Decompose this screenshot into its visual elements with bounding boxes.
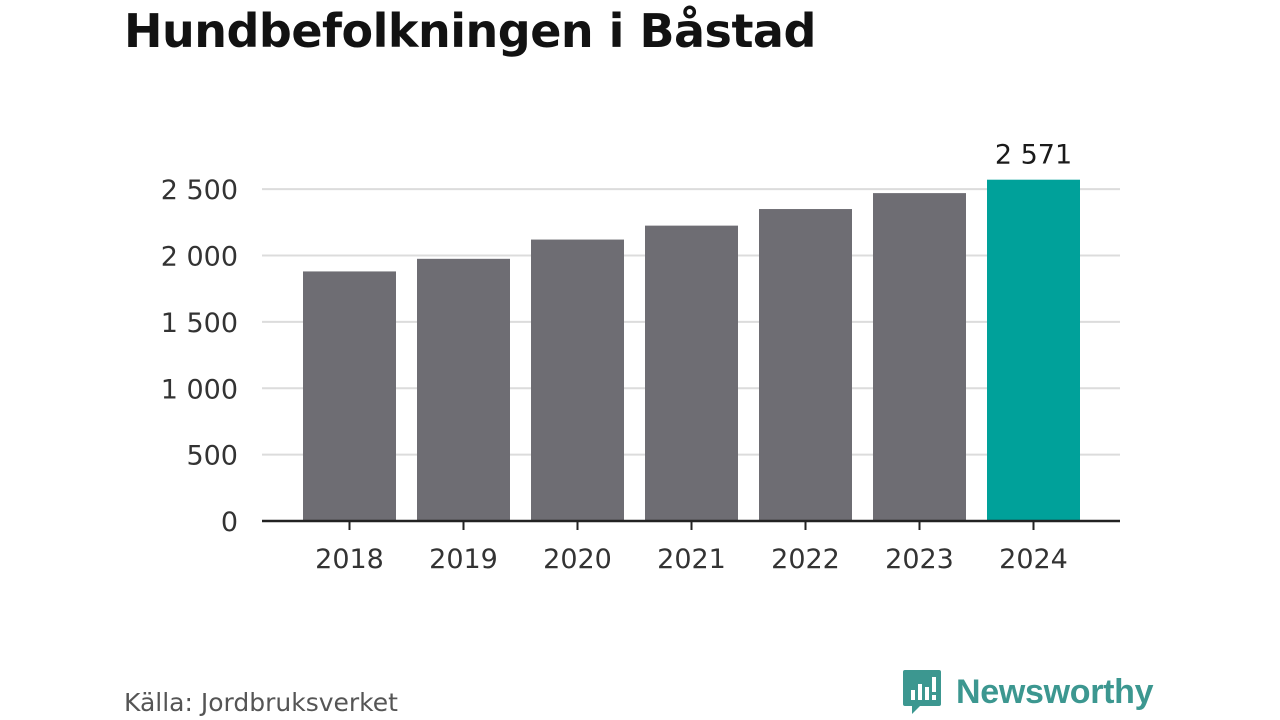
brand-logo: Newsworthy <box>902 668 1154 716</box>
chart-title: Hundbefolkningen i Båstad <box>124 4 816 58</box>
data-label: 2 571 <box>995 140 1072 171</box>
bar-chart: 0 500 1 000 1 500 2 000 2 500 2018 2019 2020 2021… <box>161 140 1120 575</box>
x-tick-label: 2021 <box>657 544 726 575</box>
y-tick-label: 2 500 <box>161 175 238 206</box>
x-tick-label: 2019 <box>429 544 498 575</box>
bar-2024 <box>987 179 1080 521</box>
bar-2019 <box>417 258 510 521</box>
newsworthy-logo-icon <box>903 670 941 714</box>
bar-2022 <box>759 209 852 521</box>
x-tick-label: 2022 <box>771 544 840 575</box>
brand-name: Newsworthy <box>956 672 1154 711</box>
x-tick-label: 2024 <box>999 544 1068 575</box>
y-tick-label: 1 000 <box>161 374 238 405</box>
x-tick-label: 2020 <box>543 544 612 575</box>
y-tick-label: 500 <box>186 441 238 472</box>
bar-2023 <box>873 193 966 522</box>
x-tick-label: 2023 <box>885 544 954 575</box>
y-tick-label: 2 000 <box>161 242 238 273</box>
bar-2018 <box>303 271 396 521</box>
bar-2020 <box>531 239 624 521</box>
source-note: Källa: Jordbruksverket <box>124 688 398 717</box>
y-tick-label: 0 <box>221 507 238 538</box>
x-tick-label: 2018 <box>315 544 384 575</box>
bar-2021 <box>645 225 738 521</box>
y-tick-label: 1 500 <box>161 308 238 339</box>
